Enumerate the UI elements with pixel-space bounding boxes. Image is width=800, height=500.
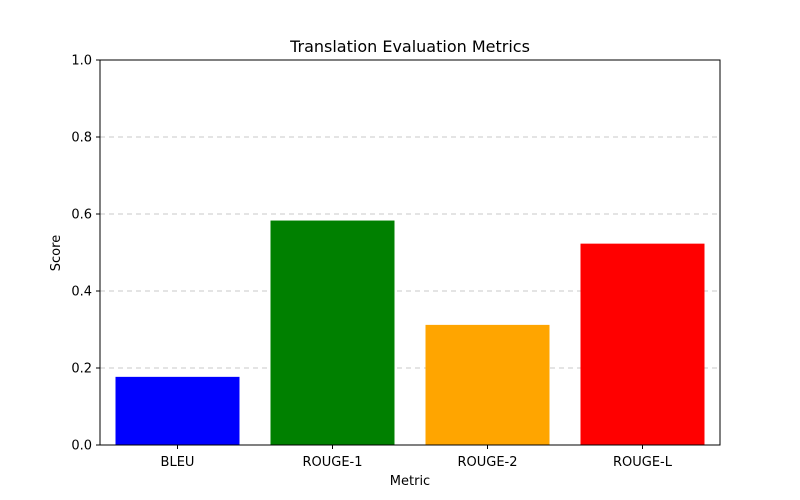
x-tick-label: ROUGE-L — [613, 455, 673, 470]
bar-bleu — [115, 376, 240, 445]
chart-title: Translation Evaluation Metrics — [289, 37, 530, 56]
bar-rouge-l — [580, 243, 705, 445]
y-tick-label: 1.0 — [71, 54, 92, 69]
y-tick-label: 0.4 — [71, 285, 92, 300]
bar-rouge-1 — [270, 220, 395, 445]
y-tick-label: 0.6 — [71, 208, 92, 223]
x-tick-label: ROUGE-1 — [302, 455, 362, 470]
y-tick-label: 0.2 — [71, 362, 92, 377]
y-axis-label: Score — [49, 235, 64, 271]
y-axis-ticks: 0.0 0.2 0.4 0.6 0.8 1.0 — [71, 54, 100, 454]
y-tick-label: 0.0 — [71, 439, 92, 454]
x-axis-label: Metric — [390, 474, 430, 489]
bars — [115, 220, 705, 445]
x-tick-label: BLEU — [161, 455, 195, 470]
y-tick-label: 0.8 — [71, 131, 92, 146]
x-tick-label: ROUGE-2 — [457, 455, 517, 470]
bar-rouge-2 — [425, 324, 550, 445]
plot-frame — [99, 59, 721, 446]
x-axis-ticks: BLEU ROUGE-1 ROUGE-2 ROUGE-L — [161, 445, 673, 470]
